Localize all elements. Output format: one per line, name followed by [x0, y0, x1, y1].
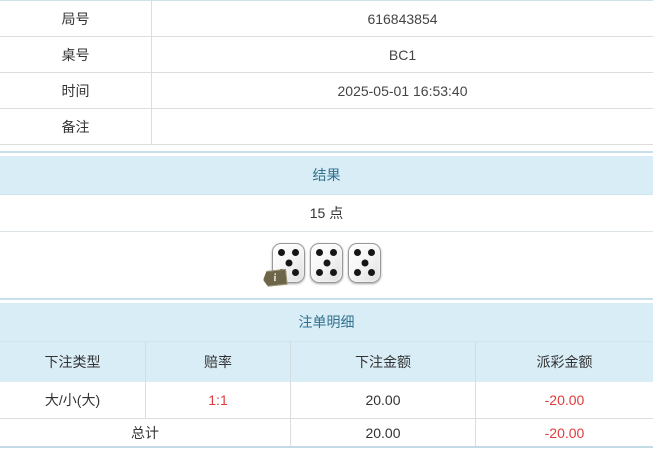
die-pip [368, 249, 375, 256]
result-points: 15 点 [0, 195, 653, 232]
die-pip [330, 249, 337, 256]
die-5-image [310, 243, 343, 283]
total-row: 总计 20.00 -20.00 [0, 419, 653, 448]
info-icon[interactable]: i [262, 269, 288, 287]
die-pip [292, 249, 299, 256]
column-payout: 派彩金额 [536, 354, 593, 370]
table-row: 桌号 BC1 [0, 37, 653, 73]
odds-value: 1:1 [146, 382, 291, 418]
die-pip [285, 259, 292, 267]
result-section: 结果 15 点 i [0, 156, 653, 294]
dice-container: i [272, 243, 381, 283]
bet-type-value: 大/小(大) [0, 382, 146, 418]
result-section-header: 结果 [0, 156, 653, 195]
column-bet-amount: 下注金额 [291, 342, 476, 382]
divider [0, 298, 653, 300]
column-bet-type: 下注类型 [0, 342, 146, 382]
die-pip [278, 249, 285, 256]
table-row: 局号 616843854 [0, 1, 653, 37]
bet-amount-value: 20.00 [291, 382, 476, 418]
total-payout: -20.00 [544, 424, 585, 441]
die-pip [316, 249, 323, 256]
divider [0, 151, 653, 153]
die-5-image [348, 243, 381, 283]
remark-label: 备注 [0, 109, 152, 144]
round-number-label: 局号 [0, 1, 152, 36]
remark-value [152, 109, 653, 144]
column-odds: 赔率 [146, 342, 291, 382]
die-pip [354, 269, 361, 276]
bet-details-table: 注单明细 下注类型 赔率 下注金额 派彩金额 大/小(大) 1:1 20.00 … [0, 303, 653, 448]
round-info-table: 局号 616843854 桌号 BC1 时间 2025-05-01 16:53:… [0, 0, 653, 145]
table-id-label: 桌号 [0, 37, 152, 72]
payout-value: -20.00 [544, 392, 585, 408]
table-row: 大/小(大) 1:1 20.00 -20.00 [0, 382, 653, 419]
round-number-value: 616843854 [367, 10, 438, 27]
bet-columns-row: 下注类型 赔率 下注金额 派彩金额 [0, 342, 653, 382]
die-pip [323, 259, 330, 267]
die-pip [354, 249, 361, 256]
die-pip [368, 269, 375, 276]
bet-details-header: 注单明细 [0, 303, 653, 342]
total-label: 总计 [0, 419, 291, 446]
table-row: 备注 [0, 109, 653, 145]
time-label: 时间 [0, 73, 152, 108]
time-value: 2025-05-01 16:53:40 [337, 82, 468, 99]
table-row: 时间 2025-05-01 16:53:40 [0, 73, 653, 109]
die-pip [361, 259, 368, 267]
dice-row: i [0, 232, 653, 294]
die-pip [316, 269, 323, 276]
die-pip [292, 269, 299, 276]
total-bet-amount: 20.00 [291, 419, 476, 446]
die-pip [330, 269, 337, 276]
table-id-value: BC1 [388, 46, 417, 63]
